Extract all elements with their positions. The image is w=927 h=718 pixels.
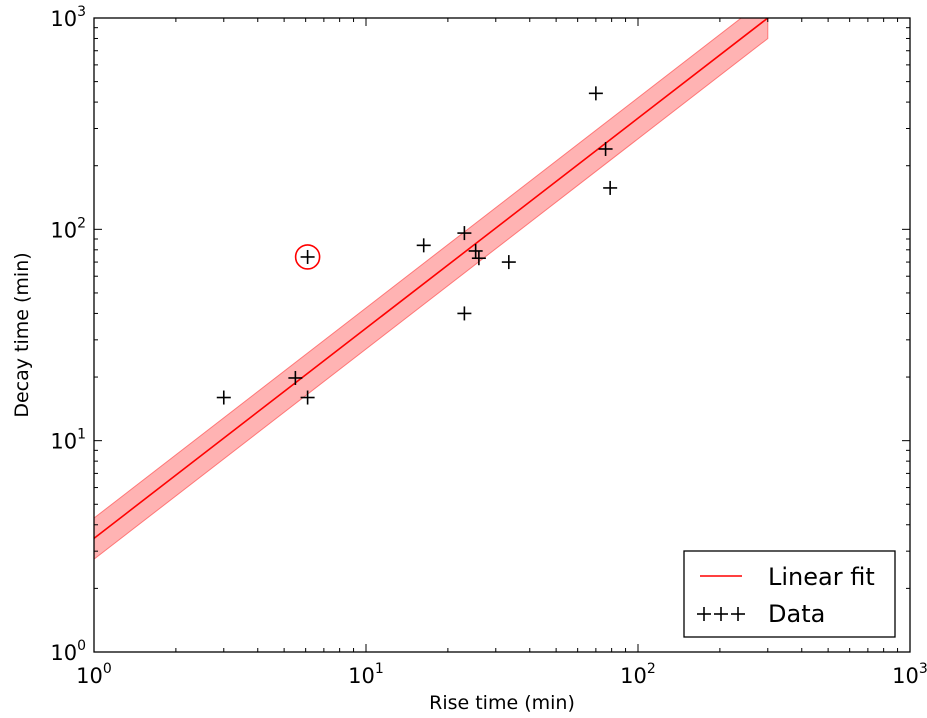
data-point: [416, 238, 431, 253]
tick-label-base: 10: [348, 664, 375, 688]
tick-label-base: 10: [50, 430, 77, 454]
legend-label-fit: Linear fit: [768, 563, 875, 591]
legend-label-data: Data: [768, 600, 825, 628]
tick-label-exponent: 2: [77, 215, 86, 231]
tick-label-base: 10: [76, 664, 103, 688]
y-tick-label: 102: [50, 215, 86, 242]
x-tick-label: 101: [348, 661, 384, 688]
legend-marker-plus: [714, 607, 728, 621]
tick-label-exponent: 2: [647, 661, 656, 677]
x-axis-label: Rise time (min): [429, 692, 575, 714]
data-point: [457, 306, 472, 321]
tick-label-exponent: 0: [103, 661, 112, 677]
legend-marker-swatch: [697, 607, 745, 621]
legend-box: [683, 550, 896, 638]
data-point: [598, 141, 613, 156]
y-tick-label: 101: [50, 427, 86, 454]
plot-frame: [93, 17, 911, 653]
data-point: [468, 243, 483, 258]
x-tick-label: 103: [892, 661, 927, 688]
tick-label-exponent: 1: [77, 427, 86, 443]
data-point: [288, 370, 303, 385]
tick-label-base: 10: [892, 664, 919, 688]
fit-layer: [94, 18, 769, 560]
tick-label-exponent: 3: [77, 4, 86, 20]
legend-marker-plus: [697, 607, 711, 621]
y-tick-label: 100: [50, 638, 86, 665]
data-point: [501, 255, 516, 270]
fit-line: [94, 18, 769, 539]
data-layer: [216, 86, 618, 405]
y-tick-label: 103: [50, 4, 86, 31]
y-axis-label: Decay time (min): [11, 252, 33, 417]
data-point: [300, 249, 315, 264]
tick-label-exponent: 1: [375, 661, 384, 677]
ticks-layer: [93, 17, 911, 653]
tick-label-exponent: 3: [919, 661, 927, 677]
tick-label-base: 10: [50, 641, 77, 665]
legend-marker-plus: [731, 607, 745, 621]
tick-label-exponent: 0: [77, 638, 86, 654]
data-point: [216, 390, 231, 405]
tick-label-base: 10: [50, 218, 77, 242]
data-point: [603, 180, 618, 195]
legend: Linear fit Data: [683, 550, 896, 638]
highlight-circle: [294, 244, 321, 270]
data-point: [457, 226, 472, 241]
x-tick-label: 102: [620, 661, 656, 688]
data-point: [588, 86, 603, 101]
data-point: [300, 390, 315, 405]
tick-label-base: 10: [50, 7, 77, 31]
fit-confidence-band: [94, 18, 769, 560]
tick-label-base: 10: [620, 664, 647, 688]
x-tick-label: 100: [76, 661, 112, 688]
data-point: [471, 251, 486, 266]
